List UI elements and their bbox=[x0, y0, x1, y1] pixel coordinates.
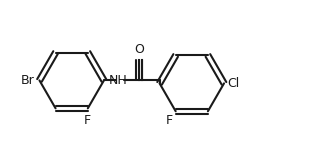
Text: Cl: Cl bbox=[227, 77, 239, 90]
Text: F: F bbox=[166, 114, 173, 127]
Text: Br: Br bbox=[21, 74, 35, 87]
Text: NH: NH bbox=[109, 74, 128, 87]
Text: O: O bbox=[134, 43, 144, 56]
Text: F: F bbox=[84, 114, 91, 127]
